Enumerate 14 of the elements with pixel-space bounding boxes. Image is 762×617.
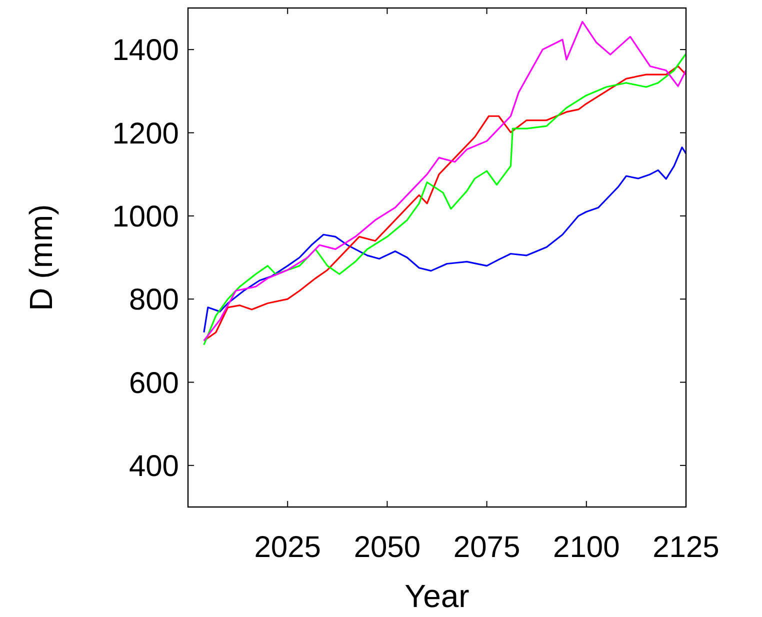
x-tick-label: 2050 [354, 531, 421, 564]
x-tick-label: 2125 [652, 531, 720, 564]
y-axis-title: D (mm) [23, 204, 59, 311]
y-tick-label: 1400 [112, 34, 179, 68]
y-tick-label: 400 [128, 450, 179, 483]
y-tick-label: 1000 [112, 200, 179, 234]
x-tick-label: 2025 [254, 531, 321, 564]
y-tick-label: 1200 [112, 117, 179, 150]
y-tick-label: 600 [128, 366, 179, 400]
x-tick-label: 2075 [453, 531, 520, 564]
y-tick-label: 800 [128, 284, 179, 317]
x-axis-title: Year [404, 578, 470, 614]
line-series [203, 146, 686, 334]
x-tick-label: 2100 [553, 531, 620, 564]
